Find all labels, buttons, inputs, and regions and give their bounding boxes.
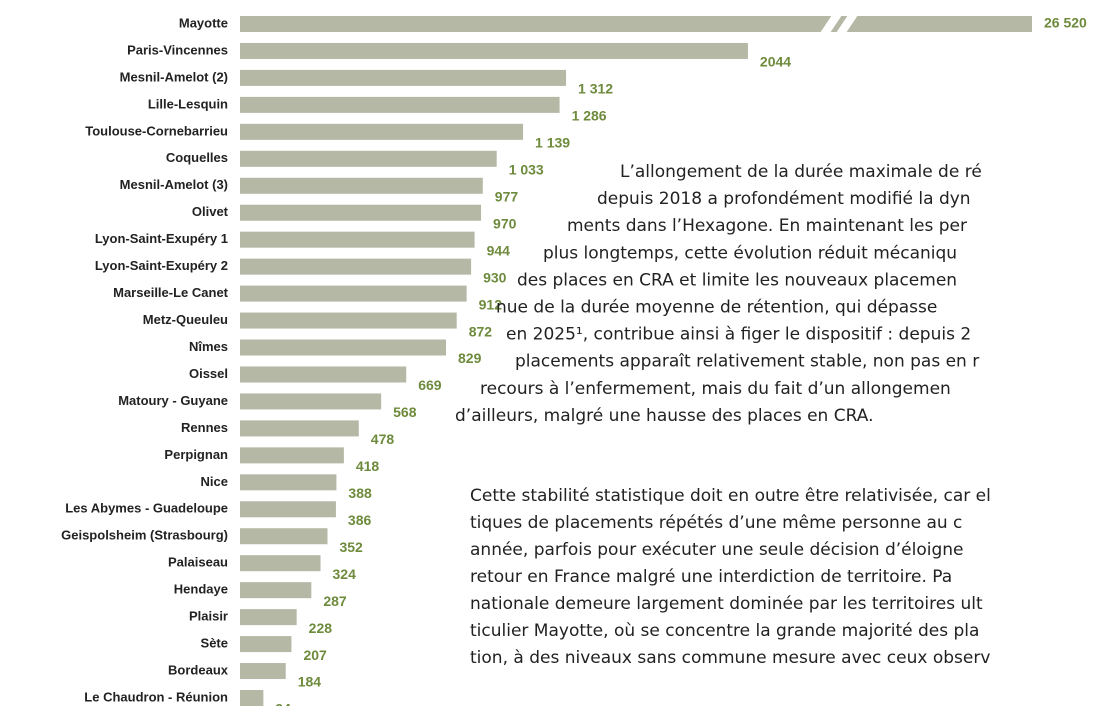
value-label: 1 139 xyxy=(535,135,570,151)
category-label: Mayotte xyxy=(179,15,228,30)
value-label: 287 xyxy=(323,593,347,609)
bar xyxy=(240,393,382,410)
value-label: 352 xyxy=(339,539,363,555)
category-label: Matoury - Guyane xyxy=(118,393,228,408)
category-label: Olivet xyxy=(192,204,229,219)
bar xyxy=(240,285,467,302)
paragraph-line: nue de la durée moyenne de rétention, qu… xyxy=(496,298,937,318)
bar xyxy=(240,366,407,383)
paragraph-line: ticulier Mayotte, où se concentre la gra… xyxy=(470,621,979,641)
value-label: 184 xyxy=(298,674,322,690)
bar xyxy=(240,609,297,626)
value-label: 568 xyxy=(393,404,417,420)
category-label: Hendaye xyxy=(174,582,228,597)
value-label: 1 033 xyxy=(509,162,544,178)
category-label: Oissel xyxy=(189,366,228,381)
value-label: 324 xyxy=(333,566,357,582)
bar xyxy=(240,42,748,59)
bar xyxy=(240,177,483,194)
bar xyxy=(240,420,359,437)
paragraph-line: Cette stabilité statistique doit en outr… xyxy=(470,486,991,506)
bar xyxy=(240,123,524,140)
category-label: Coquelles xyxy=(166,150,228,165)
bar xyxy=(240,339,447,356)
category-label: Nice xyxy=(201,474,228,489)
category-label: Mesnil-Amelot (2) xyxy=(120,69,228,84)
bar xyxy=(240,690,264,706)
axis-break xyxy=(836,15,858,33)
axis-break xyxy=(820,15,842,33)
value-label: 944 xyxy=(487,242,511,258)
category-label: Bordeaux xyxy=(168,662,229,677)
bar xyxy=(240,636,292,653)
bar xyxy=(240,312,457,329)
value-label: 418 xyxy=(356,458,380,474)
value-label: 388 xyxy=(348,485,372,501)
value-label: 970 xyxy=(493,215,517,231)
bar xyxy=(240,474,337,491)
bar xyxy=(240,258,472,275)
value-label: 669 xyxy=(418,377,442,393)
value-label: 478 xyxy=(371,431,395,447)
bar xyxy=(240,447,344,464)
category-label: Toulouse-Cornebarrieu xyxy=(85,123,228,138)
paragraph-line: recours à l’enfermement, mais du fait d’… xyxy=(480,379,951,399)
value-label: 1 312 xyxy=(578,81,613,97)
value-label: 94 xyxy=(275,701,291,706)
category-label: Palaiseau xyxy=(168,555,228,570)
bar xyxy=(240,231,475,248)
category-label: Rennes xyxy=(181,420,228,435)
paragraph-line: ments dans l’Hexagone. En maintenant les… xyxy=(567,216,967,236)
category-label: Nîmes xyxy=(189,339,228,354)
category-label: Le Chaudron - Réunion xyxy=(84,689,228,704)
bar xyxy=(240,663,286,680)
bar xyxy=(240,501,336,518)
category-label: Plaisir xyxy=(189,609,228,624)
value-label: 386 xyxy=(348,512,372,528)
value-label: 829 xyxy=(458,350,482,366)
value-label: 977 xyxy=(495,188,519,204)
paragraph-line: tiques de placements répétés d’une même … xyxy=(470,513,962,533)
category-label: Marseille-Le Canet xyxy=(113,285,229,300)
paragraph-line: L’allongement de la durée maximale de ré xyxy=(620,162,982,182)
paragraph-line: depuis 2018 a profondément modifié la dy… xyxy=(597,189,971,209)
paragraph-line: nationale demeure largement dominée par … xyxy=(470,594,983,614)
bar xyxy=(240,555,321,572)
value-label: 2044 xyxy=(760,54,791,70)
value-label: 26 520 xyxy=(1044,15,1087,31)
paragraph-line: d’ailleurs, malgré une hausse des places… xyxy=(455,406,873,426)
paragraph-line: tion, à des niveaux sans commune mesure … xyxy=(470,648,990,668)
bar xyxy=(240,69,567,86)
category-label: Lyon-Saint-Exupéry 2 xyxy=(95,258,228,273)
value-label: 228 xyxy=(309,620,333,636)
value-label: 872 xyxy=(469,323,493,339)
category-label: Perpignan xyxy=(164,447,228,462)
category-label: Metz-Queuleu xyxy=(143,312,228,327)
bar xyxy=(240,204,482,221)
bar xyxy=(240,150,497,167)
paragraph-line: retour en France malgré une interdiction… xyxy=(470,567,952,587)
paragraph-line: plus longtemps, cette évolution réduit m… xyxy=(543,243,957,263)
bar xyxy=(240,582,312,599)
category-label: Sète xyxy=(201,636,228,651)
bar xyxy=(240,96,560,113)
bar xyxy=(240,16,1032,32)
bar xyxy=(240,528,328,545)
paragraph-line: placements apparaît relativement stable,… xyxy=(515,352,979,372)
category-label: Mesnil-Amelot (3) xyxy=(120,177,228,192)
category-label: Lyon-Saint-Exupéry 1 xyxy=(95,231,228,246)
paragraph-line: année, parfois pour exécuter une seule d… xyxy=(470,540,964,560)
category-label: Les Abymes - Guadeloupe xyxy=(65,501,228,516)
value-label: 1 286 xyxy=(572,108,607,124)
category-label: Geispolsheim (Strasbourg) xyxy=(61,528,228,543)
paragraph-line: en 2025¹, contribue ainsi à figer le dis… xyxy=(506,325,971,345)
category-label: Paris-Vincennes xyxy=(127,42,228,57)
category-label: Lille-Lesquin xyxy=(148,96,228,111)
value-label: 912 xyxy=(479,296,503,312)
value-label: 930 xyxy=(483,269,507,285)
paragraph-line: des places en CRA et limite les nouveaux… xyxy=(517,270,957,290)
value-label: 207 xyxy=(303,647,327,663)
